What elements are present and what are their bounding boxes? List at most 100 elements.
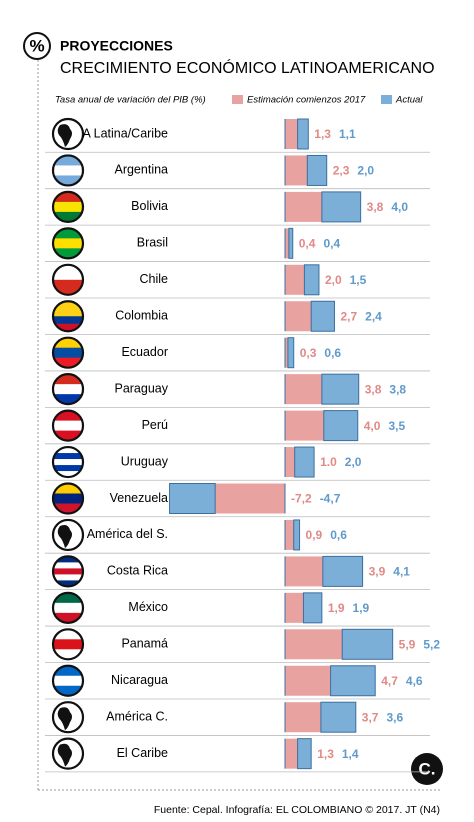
value-label: 5,9 <box>399 637 416 651</box>
value-label: 2,7 <box>340 309 357 323</box>
bar <box>215 483 285 514</box>
flag-border <box>51 518 85 552</box>
bar <box>285 228 289 259</box>
flag-stripe <box>53 639 83 650</box>
bar <box>285 119 298 149</box>
flag-border <box>51 737 85 770</box>
value-label: 3,8 <box>389 382 406 396</box>
subtitle: CRECIMIENTO ECONÓMICO LATINOAMERICANO <box>60 58 435 77</box>
category-label: Chile <box>140 272 169 286</box>
bar <box>285 301 312 332</box>
flag-border <box>51 336 85 369</box>
category-label: Colombia <box>115 309 168 323</box>
flag-stripe <box>53 420 83 432</box>
flag-stripe <box>53 629 83 640</box>
bar <box>285 665 331 696</box>
bar <box>294 446 315 478</box>
value-label: 1,1 <box>339 127 356 141</box>
flag-border <box>51 555 85 588</box>
flag-stripe <box>53 430 83 441</box>
flag-stripe <box>53 453 83 460</box>
flag-stripe <box>53 685 83 696</box>
value-label: 1,4 <box>342 747 359 761</box>
value-label: 4,7 <box>381 674 398 688</box>
value-label: -7,2 <box>291 492 312 506</box>
value-label: 3,9 <box>369 565 386 579</box>
map-shape <box>57 124 72 147</box>
flag-stripe <box>53 568 83 575</box>
flag-stripe <box>53 191 83 203</box>
map-shape <box>57 743 72 767</box>
bar <box>285 191 322 222</box>
category-label: Costa Rica <box>107 564 168 578</box>
flag-border <box>51 445 85 479</box>
value-label: 0,4 <box>323 237 340 251</box>
legend-swatch <box>381 95 392 104</box>
flag-stripe <box>53 238 83 249</box>
value-label: 2,0 <box>325 273 342 287</box>
flag-stripe <box>53 410 83 422</box>
flag-stripe <box>53 165 83 176</box>
category-label: Venezuela <box>110 491 168 505</box>
flag-stripe <box>53 323 83 332</box>
value-label: 0,4 <box>299 237 316 251</box>
value-label: 2,4 <box>365 309 382 323</box>
category-label: México <box>128 600 168 614</box>
flag-stripe <box>53 562 83 569</box>
flag-border <box>51 154 85 187</box>
flag-stripe <box>53 465 83 472</box>
bar <box>285 629 343 660</box>
flag-border <box>51 482 85 515</box>
bar <box>322 555 364 587</box>
value-label: 0,9 <box>306 528 323 542</box>
flag-stripe <box>53 248 83 259</box>
flag-border <box>51 664 85 697</box>
flag-stripe <box>53 612 83 623</box>
flag-stripe <box>53 556 83 563</box>
flag-border <box>51 373 85 406</box>
title: PROYECCIONES <box>60 38 173 54</box>
category-label: Brasil <box>137 236 168 250</box>
value-label: 5,2 <box>423 637 440 651</box>
flag-stripe <box>53 503 83 514</box>
bar <box>303 264 320 296</box>
bar <box>287 337 295 369</box>
value-label: 3,5 <box>388 419 405 433</box>
flag-stripe <box>53 394 83 405</box>
value-label: 1.0 <box>320 455 337 469</box>
icon-circle <box>23 32 51 60</box>
value-label: 0,6 <box>330 528 347 542</box>
flag-stripe <box>53 602 83 614</box>
category-label: El Caribe <box>117 746 168 760</box>
map-shape <box>57 525 72 548</box>
value-label: 1,3 <box>314 127 331 141</box>
flag-stripe <box>53 155 83 166</box>
bar <box>323 410 359 442</box>
value-label: 4,0 <box>391 200 408 214</box>
value-label: 2,0 <box>345 455 362 469</box>
value-label: 1,3 <box>317 747 334 761</box>
flag-border <box>51 591 85 624</box>
legend-swatch <box>232 95 243 104</box>
flag-border <box>51 409 85 442</box>
bar <box>306 154 328 186</box>
bar <box>285 556 323 587</box>
value-label: 0,3 <box>300 346 317 360</box>
flag-stripe <box>53 665 83 677</box>
value-label: 2,0 <box>357 164 374 178</box>
icon: % <box>29 36 44 55</box>
bar <box>330 665 376 697</box>
value-label: 3,6 <box>386 710 403 724</box>
flag-stripe <box>53 471 83 478</box>
bar <box>285 264 305 295</box>
flag-stripe <box>53 675 83 687</box>
flag-stripe <box>53 228 83 239</box>
category-label: Nicaragua <box>111 673 168 687</box>
map-shape <box>57 707 72 731</box>
value-label: 3,7 <box>362 710 379 724</box>
value-label: -4,7 <box>320 492 341 506</box>
bar <box>285 374 322 405</box>
flag-stripe <box>53 592 83 604</box>
bar <box>297 118 309 150</box>
flag-stripe <box>53 459 83 466</box>
